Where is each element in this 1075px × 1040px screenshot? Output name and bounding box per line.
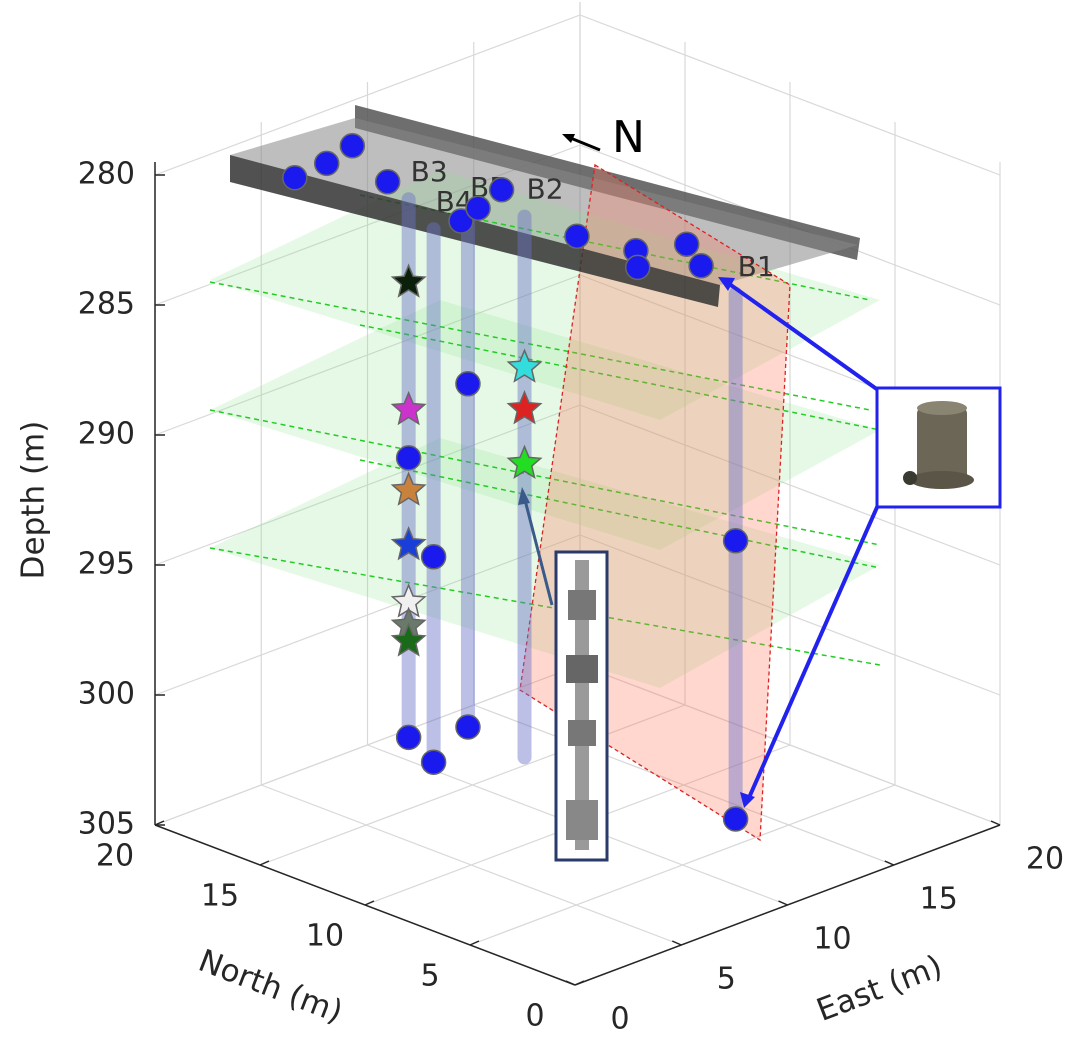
x-tick-label: 0 (525, 999, 544, 1034)
y-tick-label: 20 (1026, 842, 1064, 877)
circle-marker (397, 446, 421, 470)
z-tick-label: 290 (78, 417, 135, 452)
circle-marker (724, 807, 748, 831)
circle-marker (724, 529, 748, 553)
chart: B3B4B5B2B1 28028529029530030505101520051… (0, 0, 1075, 1040)
circle-marker (283, 166, 307, 190)
y-tick-label: 5 (717, 962, 736, 997)
y-tick (566, 981, 575, 985)
circle-marker (456, 715, 480, 739)
z-tick-label: 295 (78, 547, 135, 582)
north-arrow: N (562, 112, 645, 163)
circle-marker (340, 134, 364, 158)
circle-marker (315, 151, 339, 175)
circle-marker (626, 255, 650, 279)
circle-marker (466, 196, 490, 220)
y-tick (885, 861, 894, 865)
x-tick (365, 901, 374, 905)
z-tick-label: 285 (78, 287, 135, 322)
circle-marker (689, 254, 713, 278)
x-tick-label: 10 (306, 919, 344, 954)
x-tick (470, 941, 479, 945)
x-tick-label: 20 (96, 839, 134, 874)
circle-marker (376, 170, 400, 194)
circle-marker (490, 178, 514, 202)
borehole-label: B2 (527, 173, 564, 206)
circle-marker (422, 545, 446, 569)
y-axis-title: East (m) (812, 948, 947, 1029)
x-tick (260, 861, 269, 865)
y-tick (991, 821, 1000, 825)
y-tick (779, 901, 788, 905)
y-tick (672, 941, 681, 945)
z-tick-label: 300 (78, 677, 135, 712)
z-tick-label: 280 (78, 157, 135, 192)
x-tick (575, 981, 584, 985)
y-tick-label: 15 (920, 882, 958, 917)
z-axis-title: Depth (m) (16, 421, 52, 580)
circle-marker (397, 725, 421, 749)
circle-marker (565, 224, 589, 248)
circle-marker (456, 372, 480, 396)
x-tick-label: 5 (420, 959, 439, 994)
borehole-label: B1 (738, 250, 775, 283)
z-tick-label: 305 (78, 807, 135, 842)
y-tick-label: 0 (610, 1002, 629, 1037)
circle-marker (422, 750, 446, 774)
north-label: N (612, 112, 645, 163)
borehole-label: B3 (411, 155, 448, 188)
circle-marker (675, 232, 699, 256)
x-tick-label: 15 (201, 879, 239, 914)
x-axis-title: North (m) (194, 943, 348, 1031)
y-tick-label: 10 (813, 922, 851, 957)
